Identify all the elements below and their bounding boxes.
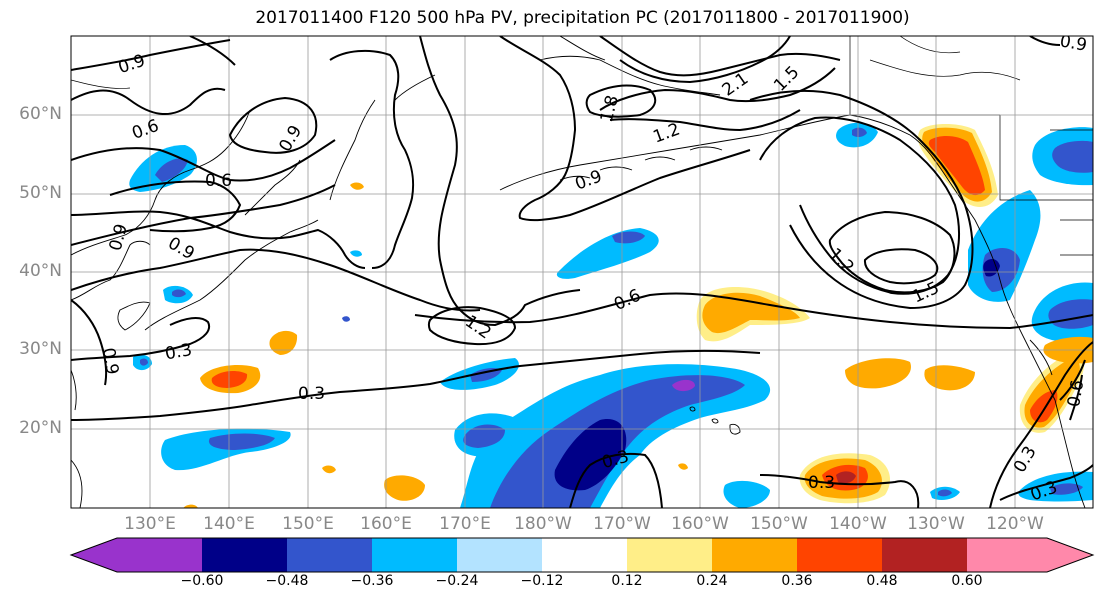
contour-0.3-east2	[999, 464, 1093, 501]
contour-0.9-loop	[228, 96, 318, 154]
lat-label-60n: 60°N	[19, 104, 62, 124]
contour-1.2-kuroshio	[427, 306, 517, 346]
contour-1.5-center	[863, 248, 939, 285]
lon-label-160w: 160°W	[671, 514, 729, 534]
contour-label: 1.2	[650, 119, 682, 147]
coastlines	[71, 36, 1086, 508]
contour-label: 0.9	[275, 122, 306, 155]
lon-label-140e: 140°E	[203, 514, 255, 534]
contour-0.6-western-band	[71, 248, 481, 312]
contour-0.3-south-east	[569, 452, 663, 508]
lon-label-180w: 180°W	[514, 514, 572, 534]
contour-0.6-north-small	[189, 36, 236, 66]
contour-0.9-north-loop	[499, 36, 751, 222]
contour-0.3-east	[989, 341, 1093, 508]
lat-label-30n: 30°N	[19, 339, 62, 359]
map-panel: 0.9 0.6 0.6 0.9 0.9 0.9 0.9 1.2 1.8 2.1 …	[70, 31, 1094, 509]
contour-0.9-northeast	[1029, 36, 1061, 46]
precipitation-shading	[129, 122, 1093, 508]
contour-0.6-east	[1069, 374, 1083, 421]
pv-contours	[71, 36, 1093, 508]
lon-label-130e: 130°E	[124, 514, 176, 534]
contour-label: 0.3	[808, 473, 835, 493]
contour-0.6-japan	[71, 139, 336, 182]
contour-1.5-gulf-outer	[749, 89, 974, 310]
contour-1.5-north	[599, 36, 841, 77]
contour-1.8	[599, 67, 836, 111]
lon-label-170e: 170°E	[439, 514, 491, 534]
contour-0.6-northwest	[71, 87, 226, 116]
contour-0.9-trough	[329, 49, 415, 269]
contour-0.9-west-edge	[71, 299, 108, 386]
contour-0.6-mid	[414, 292, 1093, 330]
colorbar-tick-label: 0.12	[611, 573, 643, 589]
lon-label-130w: 130°W	[907, 514, 965, 534]
contour-0.3-south-east2	[759, 474, 920, 508]
contour-label: 0.6	[129, 116, 161, 144]
contour-label: 0.6	[1064, 379, 1088, 409]
colorbar-tick-label: 0.24	[696, 573, 728, 589]
colorbar-tick-label: 0.60	[951, 573, 983, 589]
colorbar-tick-label: −0.60	[180, 573, 224, 589]
contour-0.9-western	[71, 210, 366, 269]
contour-label: 2.1	[719, 69, 753, 101]
contour-0.3-east-edge	[1059, 359, 1086, 401]
contour-0.3-west	[71, 317, 210, 361]
contour-0.9-japan-west	[109, 180, 242, 233]
contour-label: 0.9	[164, 233, 197, 264]
contour-label: 0.9	[116, 51, 148, 78]
colorbar-tick-label: −0.36	[350, 573, 394, 589]
contour-label: 0.3	[163, 340, 193, 364]
lon-label-120w: 120°W	[986, 514, 1044, 534]
lat-label-50n: 50°N	[19, 183, 62, 203]
contour-1.2-gulf	[759, 116, 960, 295]
contour-0.6-main	[71, 184, 336, 246]
colorbar-tick-label: 0.48	[866, 573, 898, 589]
gridlines	[71, 36, 1093, 508]
lon-label-150e: 150°E	[282, 514, 334, 534]
lon-label-160e: 160°E	[360, 514, 412, 534]
map-title: 2017011400 F120 500 hPa PV, precipitatio…	[255, 8, 910, 28]
contour-0.3-mid	[71, 349, 761, 421]
contour-label: 0.9	[572, 166, 604, 194]
contour-1.2-north	[609, 109, 801, 132]
contour-label: 0.9	[1058, 31, 1088, 55]
lat-label-40n: 40°N	[19, 261, 62, 281]
lon-label-150w: 150°W	[750, 514, 808, 534]
map-frame	[70, 35, 1094, 509]
contour-1.5-gulf-inner	[828, 210, 956, 294]
contour-2.1	[619, 36, 791, 84]
colorbar-tick-label: 0.36	[781, 573, 813, 589]
lat-label-20n: 20°N	[19, 418, 62, 438]
contour-0.9-main	[419, 36, 581, 327]
contour-label: 0.3	[1010, 443, 1041, 476]
contour-label: 0.6	[205, 171, 232, 191]
colorbar-tick-label: −0.12	[520, 573, 564, 589]
lon-label-170w: 170°W	[593, 514, 651, 534]
contour-1.2-inner	[585, 84, 657, 118]
colorbar-tick-label: −0.48	[265, 573, 309, 589]
contour-label: 0.9	[98, 346, 122, 376]
lon-label-140w: 140°W	[829, 514, 887, 534]
contour-label: 0.6	[611, 285, 644, 315]
colorbar-tick-label: −0.24	[435, 573, 479, 589]
contour-label: 0.3	[298, 384, 325, 404]
